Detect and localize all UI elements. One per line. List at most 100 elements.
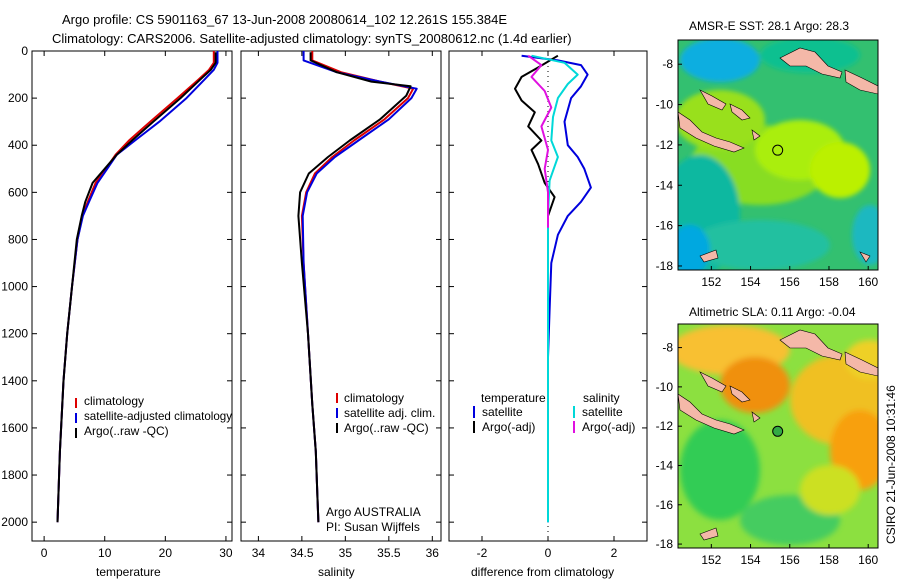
difference-series (514, 54, 592, 536)
legend-argo-label: Argo(..raw -QC) (344, 421, 429, 435)
salinity-axes (240, 50, 442, 542)
difference-legend: temperature salinity satellite Argo(-adj… (473, 391, 635, 434)
legend-sal-satellite-label: satellite (582, 405, 623, 419)
series-line-climatology (300, 51, 415, 523)
y-tick-label: 1600 (1, 421, 28, 435)
x-tick-label: 34 (252, 546, 266, 560)
pi-label: PI: Susan Wijffels (326, 520, 420, 534)
series-line-temperature-argo (514, 54, 559, 299)
y-tick-label: 1000 (1, 280, 28, 294)
salinity-series (297, 51, 418, 523)
credit-label: CSIRO 21-Jun-2008 10:31:46 (884, 385, 898, 544)
lon-tick-label: 154 (741, 553, 761, 567)
sla-map-frame (677, 323, 879, 549)
lon-tick-label: 158 (819, 275, 839, 289)
sla-map-title: Altimetric SLA: 0.11 Argo: -0.04 (689, 305, 856, 319)
x-tick-label: 0 (41, 546, 48, 560)
lat-tick-label: -8 (662, 341, 673, 355)
x-tick-label: 20 (159, 546, 173, 560)
series-line-argo (297, 52, 412, 523)
temperature-axes (31, 50, 233, 542)
lat-tick-label: -12 (656, 419, 674, 433)
lon-tick-label: 156 (780, 553, 800, 567)
lon-tick-label: 152 (701, 275, 721, 289)
legend-temp-argo-label: Argo(-adj) (482, 420, 535, 434)
y-tick-label: 1400 (1, 374, 28, 388)
y-tick-label: 200 (8, 91, 28, 105)
y-tick-label: 800 (8, 232, 28, 246)
difference-panel: -2 0 2 difference from climatology tempera… (448, 50, 648, 579)
salinity-panel: 34 34.5 35 35.5 36 salinity climatology sate… (240, 50, 442, 579)
lon-tick-label: 158 (819, 553, 839, 567)
x-tick-label: 35 (339, 546, 353, 560)
y-tick-label: 400 (8, 138, 28, 152)
legend-satellite-label: satellite adj. clim. (344, 406, 435, 420)
lat-tick-label: -8 (662, 57, 673, 71)
x-tick-label: 10 (98, 546, 112, 560)
sst-map-title: AMSR-E SST: 28.1 Argo: 28.3 (689, 19, 849, 33)
lat-tick-label: -12 (656, 138, 674, 152)
series-line-satellite (56, 51, 219, 523)
y-tick-label: 0 (21, 44, 28, 58)
sla-field (678, 325, 878, 545)
sla-lat-axis: -8 -10 -12 -14 -16 -18 (656, 341, 682, 551)
legend-temperature-title: temperature (481, 391, 546, 405)
profile-location-marker (772, 144, 784, 156)
lon-tick-label: 156 (780, 275, 800, 289)
y-tick-label: 1200 (1, 327, 28, 341)
legend-salinity-title: salinity (583, 391, 620, 405)
coastline (678, 47, 878, 263)
series-line-temperature-satellite (521, 54, 592, 523)
sla-lon-axis: 152 154 156 158 160 (701, 544, 879, 567)
y-tick-label: 600 (8, 185, 28, 199)
sst-lat-axis: -8 -10 -12 -14 -16 -18 (656, 57, 682, 273)
sst-lon-axis: 152 154 156 158 160 (701, 266, 879, 289)
lat-tick-label: -14 (656, 178, 674, 192)
lon-tick-label: 152 (701, 553, 721, 567)
difference-x-axis: -2 0 2 (449, 50, 647, 560)
salinity-xlabel: salinity (318, 565, 355, 579)
legend-climatology-label: climatology (344, 391, 404, 405)
lon-tick-label: 160 (858, 275, 878, 289)
depth-axis: 0 200 400 600 800 1000 1200 1400 1600 1800 2000 (1, 44, 232, 529)
lon-tick-label: 154 (741, 275, 761, 289)
temperature-x-axis: 0 10 20 30 (41, 51, 233, 560)
temperature-legend: climatology satellite-adjusted climatolo… (75, 394, 232, 438)
difference-xlabel: difference from climatology (471, 565, 614, 579)
argo-country-label: Argo AUSTRALIA (326, 505, 421, 519)
legend-sal-argo-label: Argo(-adj) (582, 420, 635, 434)
legend-climatology-label: climatology (84, 394, 144, 408)
lat-tick-label: -10 (656, 98, 674, 112)
profile-location-marker (772, 425, 784, 437)
temperature-panel: 0 200 400 600 800 1000 1200 1400 1600 1800 2000 0 1… (1, 44, 233, 579)
coastline (678, 329, 878, 541)
salinity-legend: climatology satellite adj. clim. Argo(..… (336, 391, 435, 435)
x-tick-label: 36 (426, 546, 440, 560)
series-line-salinity-argo (527, 54, 553, 228)
x-tick-label: 30 (219, 546, 233, 560)
lat-tick-label: -14 (656, 458, 674, 472)
amsr-sst-map: AMSR-E SST: 28.1 Argo: 28.3 (656, 19, 879, 289)
x-tick-label: 2 (611, 546, 618, 560)
lat-tick-label: -16 (656, 498, 674, 512)
sst-map-frame (677, 39, 879, 271)
x-tick-label: 34.5 (290, 546, 314, 560)
lon-tick-label: 160 (858, 553, 878, 567)
series-line-argo (56, 52, 217, 523)
x-tick-label: 35.5 (377, 546, 401, 560)
y-tick-label: 1800 (1, 468, 28, 482)
series-line-salinity-satellite (531, 54, 579, 523)
lat-tick-label: -16 (656, 219, 674, 233)
figure-title-line1: Argo profile: CS 5901163_67 13-Jun-2008 … (62, 12, 507, 27)
lat-tick-label: -18 (656, 259, 674, 273)
legend-satellite-label: satellite-adjusted climatology (84, 409, 232, 423)
lat-tick-label: -18 (656, 537, 674, 551)
y-tick-label: 2000 (1, 515, 28, 529)
lat-tick-label: -10 (656, 380, 674, 394)
salinity-x-axis: 34 34.5 35 35.5 36 (241, 50, 441, 560)
altimetric-sla-map: Altimetric SLA: 0.11 Argo: -0.04 (656, 305, 879, 567)
figure-title-line2: Climatology: CARS2006. Satellite-adjuste… (52, 31, 572, 46)
series-line-satellite (301, 51, 418, 523)
series-line-climatology (56, 51, 215, 523)
